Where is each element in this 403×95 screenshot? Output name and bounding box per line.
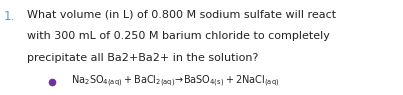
Text: What volume (in L) of 0.800 M sodium sulfate will react: What volume (in L) of 0.800 M sodium sul… [27, 10, 337, 19]
Text: precipitate all Ba2+Ba2+ in the solution?: precipitate all Ba2+Ba2+ in the solution… [27, 53, 259, 63]
Text: 1.: 1. [3, 10, 15, 23]
Text: with 300 mL of 0.250 M barium chloride to completely: with 300 mL of 0.250 M barium chloride t… [27, 31, 330, 41]
Text: $\mathrm{Na_2SO_{4(aq)}+BaCl_{2(aq)}\!\rightarrow\!BaSO_{4(s)}+2NaCl_{(aq)}}$: $\mathrm{Na_2SO_{4(aq)}+BaCl_{2(aq)}\!\r… [71, 74, 279, 89]
